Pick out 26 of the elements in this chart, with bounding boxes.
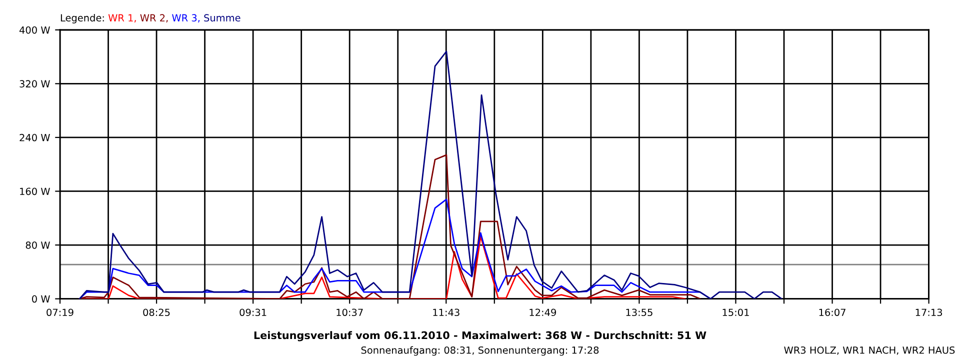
y-tick-label: 400 W [19, 26, 50, 34]
line-series [78, 154, 701, 299]
x-tick-label: 11:43 [433, 308, 460, 316]
text: WR 1, [108, 14, 136, 23]
y-tick-label: 160 W [20, 188, 50, 196]
line-series [78, 50, 782, 299]
x-tick-label: 08:25 [143, 308, 170, 316]
text: WR 3, [172, 14, 200, 23]
y-tick-label: 320 W [20, 80, 50, 88]
text: Summe [204, 14, 240, 22]
y-tick-label: 240 W [20, 134, 50, 142]
x-tick-label: 12:49 [530, 308, 556, 316]
y-tick-label: 80 W [26, 241, 50, 249]
x-tick-label: 09:31 [240, 308, 266, 316]
legend-title: Legende: [60, 14, 104, 24]
x-tick-label: 07:19 [46, 308, 74, 316]
x-tick-label: 10:37 [336, 308, 363, 316]
x-tick-label: 15:01 [722, 308, 749, 316]
text: Leistungsverlauf vom 06.11.2010 - Maximalwert: 368 W - Durchschnitt: 51 W [254, 331, 706, 342]
x-tick-label: 17:13 [916, 308, 942, 316]
x-tick-label: 16:07 [819, 308, 846, 316]
text: Sonnenaufgang: 08:31, Sonnenuntergang: 17:28 [361, 346, 599, 356]
text: WR 2, [140, 14, 168, 23]
y-tick-label: 0 W [32, 295, 50, 303]
x-tick-label: 13:55 [626, 308, 652, 316]
text: WR3 HOLZ, WR1 NACH, WR2 HAUS [784, 346, 955, 355]
